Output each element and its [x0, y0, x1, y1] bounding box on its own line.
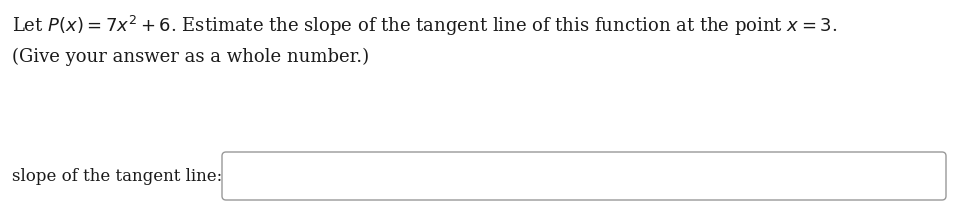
Text: (Give your answer as a whole number.): (Give your answer as a whole number.)	[12, 48, 369, 66]
FancyBboxPatch shape	[222, 152, 946, 200]
Text: slope of the tangent line:: slope of the tangent line:	[12, 168, 222, 184]
Text: Let $P(x) = 7x^2 + 6$. Estimate the slope of the tangent line of this function a: Let $P(x) = 7x^2 + 6$. Estimate the slop…	[12, 14, 837, 38]
